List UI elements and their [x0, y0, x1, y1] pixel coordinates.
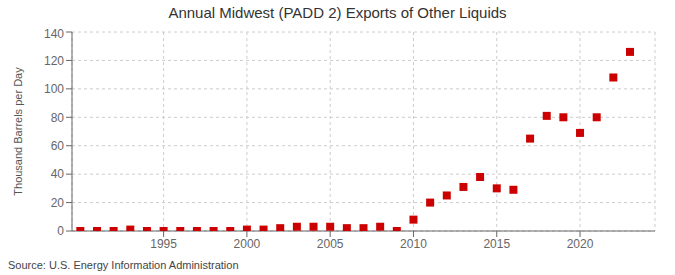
svg-text:40: 40 — [51, 167, 65, 181]
svg-text:2005: 2005 — [317, 237, 344, 251]
svg-text:140: 140 — [44, 27, 64, 41]
svg-text:2010: 2010 — [400, 237, 427, 251]
svg-text:80: 80 — [51, 111, 65, 125]
svg-text:120: 120 — [44, 54, 64, 68]
svg-text:Thousand Barrels per Day: Thousand Barrels per Day — [12, 67, 24, 196]
svg-text:20: 20 — [51, 196, 65, 210]
svg-text:100: 100 — [44, 82, 64, 96]
svg-text:2015: 2015 — [483, 237, 510, 251]
svg-text:0: 0 — [57, 224, 64, 238]
svg-text:2000: 2000 — [234, 237, 261, 251]
svg-text:1995: 1995 — [150, 237, 177, 251]
svg-text:2020: 2020 — [567, 237, 594, 251]
html-text:Annual Midwest (PADD 2) Export: Annual Midwest (PADD 2) Exports of Other… — [168, 4, 507, 21]
html-text:Source: U.S. Energy Informatio: Source: U.S. Energy Information Administ… — [8, 259, 239, 271]
svg-text:60: 60 — [51, 139, 65, 153]
